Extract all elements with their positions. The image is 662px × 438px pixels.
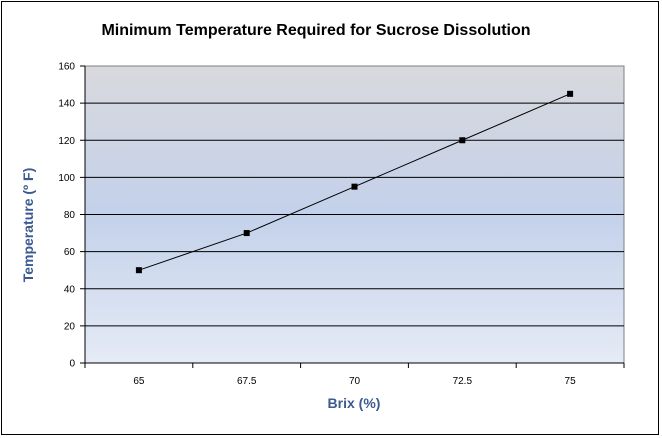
y-tick-label: 0 (69, 359, 75, 370)
data-point (243, 230, 250, 237)
data-point (459, 137, 466, 144)
x-tick-label: 70 (349, 376, 361, 387)
y-tick-label: 40 (64, 284, 76, 295)
y-tick-label: 140 (58, 99, 75, 110)
y-tick-label: 80 (64, 210, 76, 221)
x-tick-label: 65 (133, 376, 145, 387)
x-axis-label: Brix (%) (327, 395, 381, 411)
chart-title: Minimum Temperature Required for Sucrose… (101, 22, 531, 39)
data-point (135, 267, 142, 274)
y-tick-label: 20 (64, 321, 76, 332)
x-tick-label: 72.5 (453, 376, 473, 387)
y-tick-label: 100 (58, 173, 75, 184)
y-tick-label: 120 (58, 136, 75, 147)
x-tick-label: 75 (565, 376, 577, 387)
y-tick-label: 160 (58, 62, 75, 73)
data-point (567, 90, 574, 97)
y-tick-label: 60 (64, 247, 76, 258)
data-point (351, 183, 358, 190)
x-tick-label: 67.5 (237, 376, 257, 387)
